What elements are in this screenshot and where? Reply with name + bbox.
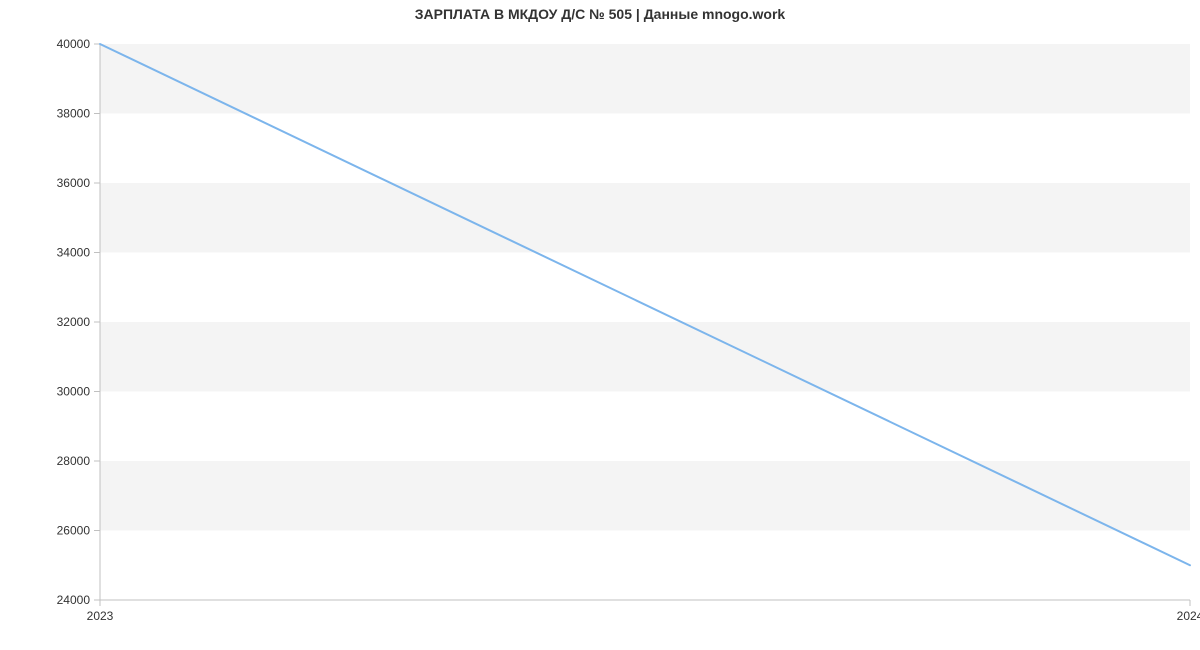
salary-line-chart: ЗАРПЛАТА В МКДОУ Д/С № 505 | Данные mnog… bbox=[0, 0, 1200, 650]
y-tick-label: 40000 bbox=[57, 37, 91, 51]
y-tick-label: 26000 bbox=[57, 524, 91, 538]
chart-title: ЗАРПЛАТА В МКДОУ Д/С № 505 | Данные mnog… bbox=[0, 6, 1200, 22]
y-tick-label: 24000 bbox=[57, 593, 91, 607]
x-tick-label: 2023 bbox=[87, 609, 114, 623]
x-tick-label: 2024 bbox=[1177, 609, 1200, 623]
chart-svg: 24000 26000 28000 30000 32000 34000 36000 38000… bbox=[0, 0, 1200, 650]
y-tick-label: 32000 bbox=[57, 315, 91, 329]
y-tick-label: 28000 bbox=[57, 454, 91, 468]
y-tick-label: 30000 bbox=[57, 385, 91, 399]
y-tick-label: 34000 bbox=[57, 246, 91, 260]
y-tick-label: 36000 bbox=[57, 176, 91, 190]
y-tick-label: 38000 bbox=[57, 107, 91, 121]
